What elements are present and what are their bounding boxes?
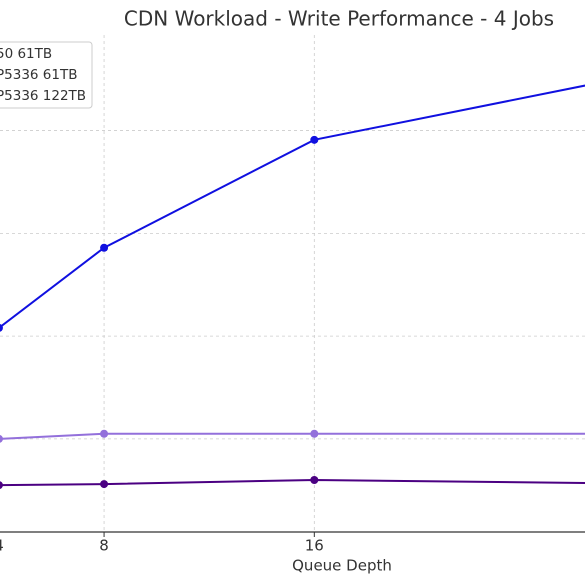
- plot-area: [0, 84, 585, 489]
- data-point: [100, 243, 109, 252]
- data-point: [100, 480, 109, 489]
- data-point: [310, 475, 319, 484]
- legend-label: P5336 61TB: [0, 67, 77, 83]
- x-tick-label: 4: [0, 537, 4, 555]
- data-point: [100, 429, 109, 438]
- chart-title: CDN Workload - Write Performance - 4 Job…: [124, 7, 554, 31]
- x-tick-label: 8: [99, 537, 109, 555]
- data-point: [0, 481, 3, 489]
- line-series: [0, 478, 585, 487]
- legend-box: [0, 41, 93, 109]
- data-point: [0, 435, 3, 443]
- data-point: [310, 429, 319, 438]
- x-tick-label: 16: [305, 537, 324, 555]
- legend: 50 61TB P5336 61TB P5336 122TB: [0, 41, 93, 109]
- line-series: [0, 432, 585, 440]
- legend-label: 50 61TB: [0, 46, 52, 62]
- legend-label: P5336 122TB: [0, 88, 86, 104]
- data-point: [310, 135, 319, 144]
- x-axis-label: Queue Depth: [292, 557, 392, 575]
- line-series: [0, 84, 585, 329]
- data-point: [0, 324, 3, 332]
